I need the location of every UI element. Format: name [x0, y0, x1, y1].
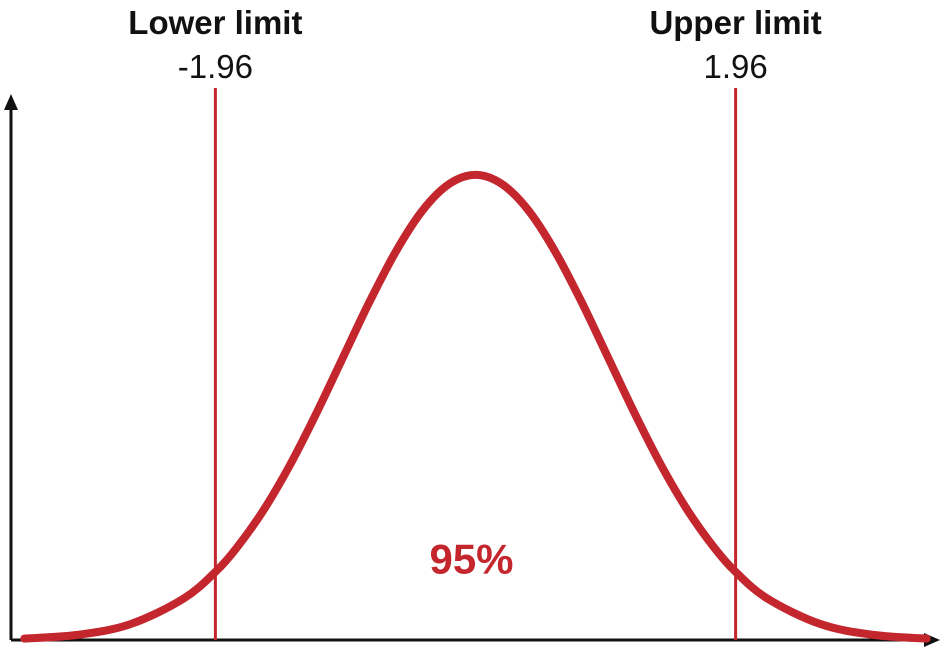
density-curve — [20, 170, 931, 643]
upper-limit-value: 1.96 — [704, 48, 768, 85]
lower-limit-value: -1.96 — [178, 48, 253, 85]
area-percent-label: 95% — [429, 535, 513, 582]
lower-limit-label: Lower limit — [128, 4, 302, 41]
y-axis-arrow — [4, 94, 18, 110]
upper-limit-label: Upper limit — [649, 4, 821, 41]
axes — [4, 94, 940, 647]
